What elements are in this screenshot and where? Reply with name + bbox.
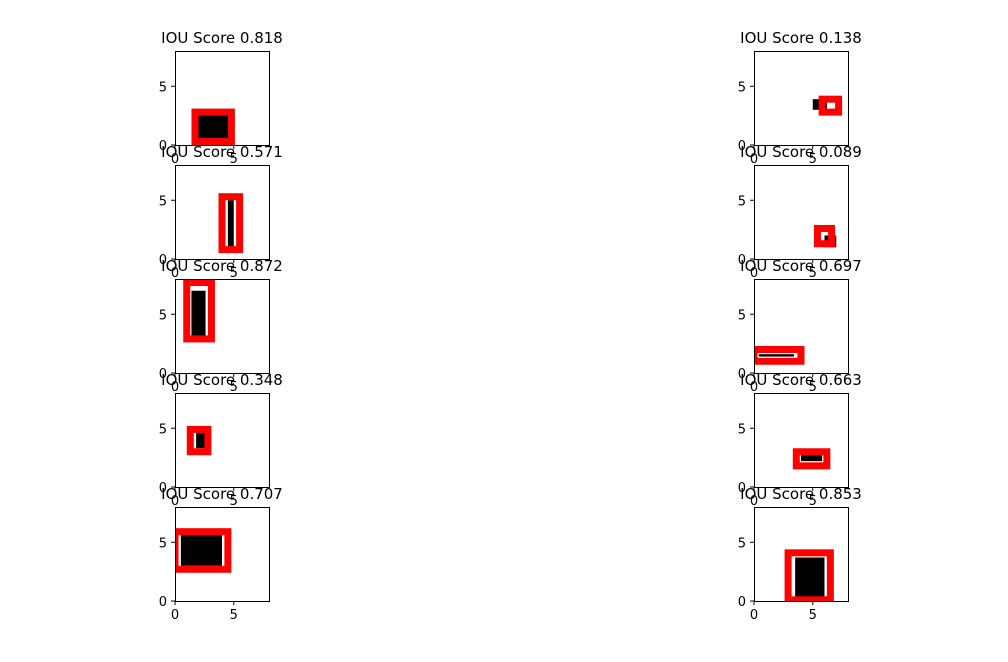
plot-area	[183, 279, 215, 343]
plot-area	[812, 95, 843, 116]
plot-area	[792, 448, 831, 470]
subplot-title: IOU Score 0.818	[161, 29, 283, 47]
subplot-title: IOU Score 0.571	[161, 143, 283, 161]
y-tick-label: 0	[738, 595, 746, 610]
plot-area	[186, 425, 212, 456]
predicted-box	[792, 448, 831, 470]
ground-truth-box	[180, 530, 222, 566]
y-tick-label: 0	[159, 481, 167, 496]
plot-area	[784, 549, 834, 601]
y-tick-label: 5	[738, 422, 746, 437]
predicted-box	[186, 425, 212, 456]
subplot-title: IOU Score 0.853	[740, 485, 862, 503]
subplot-title: IOU Score 0.707	[161, 485, 283, 503]
predicted-box	[218, 193, 244, 254]
y-tick-label: 5	[738, 308, 746, 323]
subplot-title: IOU Score 0.872	[161, 257, 283, 275]
plot-area	[218, 193, 244, 254]
y-tick-label: 5	[738, 80, 746, 95]
y-tick-label: 5	[738, 536, 746, 551]
predicted-box	[183, 279, 215, 343]
axes-frame	[754, 51, 849, 146]
x-tick-label: 0	[171, 494, 179, 509]
predicted-box	[191, 108, 235, 145]
ground-truth-box	[795, 557, 825, 598]
subplot-title: IOU Score 0.089	[740, 143, 862, 161]
y-tick-label: 5	[159, 80, 167, 95]
ground-truth-box	[227, 200, 234, 248]
predicted-box	[818, 95, 843, 116]
x-tick-label: 5	[230, 494, 238, 509]
plot-area	[191, 108, 235, 145]
y-tick-label: 5	[159, 308, 167, 323]
x-tick-label: 0	[171, 608, 179, 623]
predicted-box	[784, 549, 834, 601]
y-tick-label: 5	[159, 422, 167, 437]
x-tick-label: 5	[230, 380, 238, 395]
predicted-box	[754, 346, 805, 365]
ground-truth-box	[758, 354, 794, 357]
subplot-title: IOU Score 0.348	[161, 371, 283, 389]
axes-frame	[175, 507, 270, 602]
x-tick-label: 5	[230, 152, 238, 167]
y-tick-label: 5	[159, 194, 167, 209]
x-tick-label: 5	[230, 266, 238, 281]
x-tick-label: 0	[750, 380, 758, 395]
axes-frame	[754, 165, 849, 260]
axes-frame	[754, 279, 849, 374]
subplot-title: IOU Score 0.138	[740, 29, 862, 47]
y-tick-label: 0	[159, 253, 167, 268]
y-tick-label: 0	[159, 139, 167, 154]
x-tick-label: 5	[230, 608, 238, 623]
x-tick-label: 0	[171, 266, 179, 281]
x-tick-label: 0	[750, 152, 758, 167]
axes-frame	[175, 165, 270, 260]
subplot-2: IOU Score 0.138 0 5 0 5	[738, 29, 862, 167]
predicted-box	[813, 224, 836, 248]
axes-frame	[175, 279, 270, 374]
x-tick-label: 0	[750, 608, 758, 623]
y-tick-label: 0	[159, 595, 167, 610]
y-tick-label: 0	[738, 367, 746, 382]
axes-frame	[175, 393, 270, 488]
axes-frame	[754, 507, 849, 602]
y-tick-label: 5	[159, 536, 167, 551]
x-tick-label: 0	[171, 152, 179, 167]
y-tick-label: 0	[738, 481, 746, 496]
subplot-1: IOU Score 0.818 0 5 0 5	[159, 29, 283, 167]
ground-truth-box	[801, 451, 823, 462]
subplot-title: IOU Score 0.697	[740, 257, 862, 275]
x-tick-label: 0	[750, 266, 758, 281]
x-tick-label: 0	[750, 494, 758, 509]
plot-area	[175, 528, 232, 573]
x-tick-label: 5	[809, 494, 817, 509]
axes-frame	[754, 393, 849, 488]
x-tick-label: 5	[809, 152, 817, 167]
x-tick-label: 5	[809, 608, 817, 623]
subplot-title: IOU Score 0.663	[740, 371, 862, 389]
y-tick-label: 5	[738, 194, 746, 209]
y-tick-label: 0	[738, 139, 746, 154]
x-tick-label: 5	[809, 266, 817, 281]
y-tick-label: 0	[159, 367, 167, 382]
x-tick-label: 5	[809, 380, 817, 395]
y-tick-label: 0	[738, 253, 746, 268]
plot-area	[813, 224, 837, 248]
x-tick-label: 0	[171, 380, 179, 395]
axes-frame	[175, 51, 270, 146]
plot-area	[754, 346, 805, 365]
ground-truth-box	[191, 290, 206, 338]
predicted-box	[175, 528, 232, 573]
